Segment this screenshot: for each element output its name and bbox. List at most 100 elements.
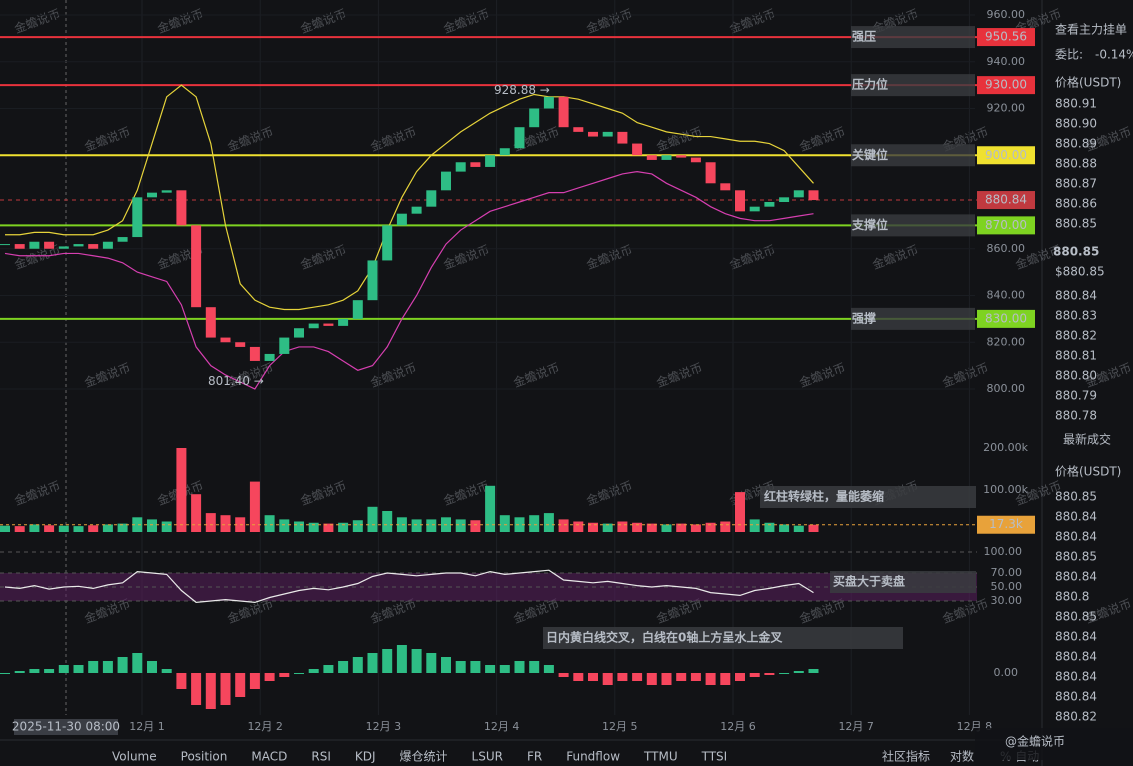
tab[interactable]: KDJ — [355, 750, 376, 764]
level-name: 关键位 — [852, 147, 888, 162]
x-tick-label: 12月 2 — [247, 720, 283, 733]
candle — [264, 353, 275, 361]
note: 买盘大于卖盘 — [833, 574, 905, 589]
macd-bar — [441, 657, 451, 673]
last-price-box — [977, 191, 1035, 210]
signature-bg — [975, 728, 1133, 760]
rsi-tick-label: 70.00 — [991, 566, 1023, 579]
tab[interactable]: TTMU — [643, 750, 678, 764]
y-tick-label: 940.00 — [987, 55, 1026, 68]
tab[interactable]: RSI — [311, 750, 331, 764]
macd-bar — [808, 669, 819, 673]
y-tick-label: 840.00 — [987, 289, 1026, 302]
volume-bar — [632, 522, 643, 532]
macd-bar — [455, 661, 466, 673]
bid-price: 880.83 — [1055, 309, 1097, 323]
candle — [426, 190, 437, 207]
level-name: 强撑 — [852, 310, 876, 325]
macd-bar — [382, 649, 393, 673]
macd-bar — [132, 653, 143, 673]
ob-header: 价格(USDT) — [1055, 75, 1121, 90]
y-tick-label: 920.00 — [987, 102, 1026, 115]
candle — [117, 237, 128, 242]
candle — [705, 162, 716, 184]
toolbar-item[interactable]: 对数 — [950, 749, 974, 764]
macd-bar — [793, 671, 804, 673]
candle — [191, 225, 202, 308]
level-value-box — [977, 309, 1035, 328]
volume-bar — [646, 523, 657, 532]
candle — [735, 190, 745, 212]
volume-bar — [323, 523, 334, 532]
macd-bar — [470, 661, 481, 673]
volume-bar — [470, 520, 481, 532]
macd-bar — [323, 665, 334, 673]
macd-bar — [720, 673, 731, 685]
volume-bar — [735, 492, 745, 532]
tab[interactable]: TTSI — [701, 750, 728, 764]
level-value-box — [977, 28, 1035, 47]
volume-bar — [338, 522, 349, 532]
candle — [485, 155, 496, 167]
level-value-box — [977, 146, 1035, 165]
bid-price: 880.84 — [1055, 289, 1097, 303]
trades-header: 价格(USDT) — [1055, 464, 1121, 479]
x-tick-label: 12月 5 — [602, 720, 638, 733]
candle — [279, 337, 290, 354]
volume-bar — [220, 515, 231, 532]
rsi-tick-label: 30.00 — [991, 594, 1023, 607]
macd-bar — [749, 673, 760, 677]
trade-price: 880.8 — [1055, 590, 1089, 604]
candle — [88, 244, 99, 249]
volume-bar — [249, 481, 260, 532]
macd-bar — [14, 671, 25, 673]
macd-bar — [411, 649, 422, 673]
macd-bar — [779, 673, 790, 674]
tab[interactable]: LSUR — [472, 750, 503, 764]
toolbar-item[interactable]: 社区指标 — [882, 749, 930, 764]
macd-bar — [735, 673, 745, 681]
macd-bar — [558, 673, 569, 677]
volume-bar — [661, 524, 672, 532]
candle — [499, 148, 510, 156]
level-value-box — [977, 216, 1035, 235]
tab[interactable]: MACD — [251, 750, 287, 764]
volume-bar — [690, 524, 701, 532]
candle — [220, 337, 231, 343]
candle — [102, 241, 113, 249]
level-value: 950.56 — [985, 30, 1027, 44]
tab[interactable]: 爆仓统计 — [400, 750, 448, 764]
volume-bar — [117, 523, 128, 532]
macd-bar — [676, 673, 687, 681]
volume-bar — [102, 524, 113, 532]
trade-price: 880.84 — [1055, 650, 1097, 664]
candle — [617, 131, 628, 144]
volume-bar — [161, 521, 172, 532]
trade-price: 880.85 — [1055, 550, 1097, 564]
trade-price: 880.82 — [1055, 710, 1097, 724]
trade-price: 880.84 — [1055, 690, 1097, 704]
candle — [205, 307, 216, 338]
volume-bar — [382, 511, 393, 532]
volume-bar — [176, 448, 187, 532]
level-box — [851, 74, 975, 97]
tab[interactable]: FR — [527, 750, 542, 764]
macd-bar — [705, 673, 716, 685]
level-value: 900.00 — [985, 148, 1027, 162]
macd-bar — [29, 669, 40, 673]
tab[interactable]: Volume — [112, 750, 157, 764]
macd-bar — [205, 673, 216, 709]
macd-bar — [161, 669, 172, 673]
bid-price: 880.79 — [1055, 389, 1097, 403]
bid-price: 880.82 — [1055, 329, 1097, 343]
volume-bar — [499, 515, 510, 532]
macd-bar — [279, 673, 290, 677]
macd-bar — [191, 673, 202, 705]
candle — [29, 241, 40, 249]
y-tick-label: 800.00 — [987, 382, 1026, 395]
tab[interactable]: Fundflow — [566, 750, 620, 764]
macd-bar — [88, 661, 99, 673]
ob-title: 查看主力挂单 — [1055, 23, 1127, 37]
tab[interactable]: Position — [181, 750, 228, 764]
